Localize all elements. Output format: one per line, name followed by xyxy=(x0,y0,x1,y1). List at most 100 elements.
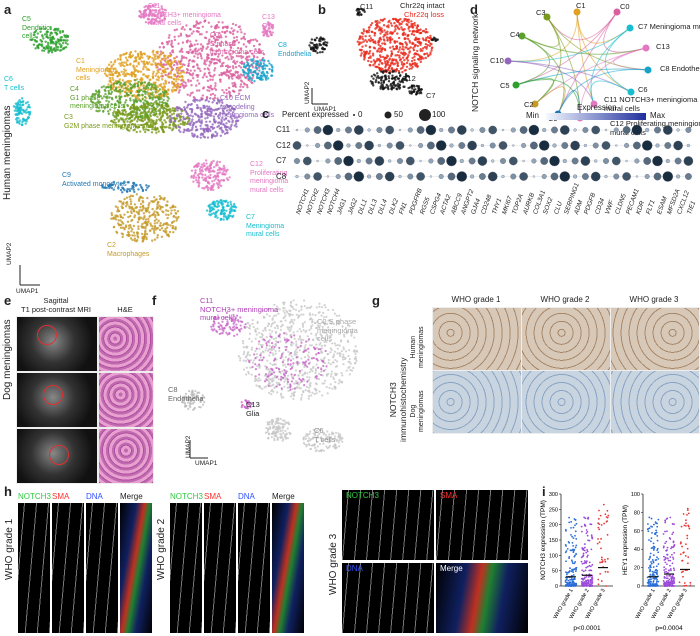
panel-d-node-c4: C4 xyxy=(510,30,520,39)
point xyxy=(655,531,658,534)
point xyxy=(598,509,600,512)
point xyxy=(653,523,655,526)
dot-c11-abcc9 xyxy=(448,126,455,134)
dot-c11-pecam1 xyxy=(622,126,631,134)
dot-c11-serping1 xyxy=(560,125,570,135)
dot-c7-kdr xyxy=(634,158,640,164)
point xyxy=(568,557,571,560)
dot-c7-rgs5 xyxy=(419,159,422,163)
dot-c11-adm xyxy=(573,128,577,132)
dot-c7-col3a1 xyxy=(531,158,537,164)
panel-d-node-c3: C3 xyxy=(536,8,546,17)
point xyxy=(564,528,567,531)
point xyxy=(679,542,682,545)
panel-d-node-c7: C7 Meningioma mural cells xyxy=(638,22,700,31)
dot-c7-clu xyxy=(549,155,560,167)
point xyxy=(669,559,672,562)
dot-c7-pdgfrb xyxy=(406,156,415,166)
h-g3-tile-notch3 xyxy=(342,490,434,560)
dot-c12-top2a xyxy=(512,144,515,147)
point xyxy=(657,557,660,560)
point xyxy=(599,514,602,517)
dot-c12-angpt2 xyxy=(458,142,466,149)
dot-c11-cldn5 xyxy=(613,127,619,133)
dot-c8-adm xyxy=(573,174,578,179)
point xyxy=(688,527,691,530)
point xyxy=(604,560,607,563)
point xyxy=(567,582,570,585)
dot-c7-angpt2 xyxy=(459,158,464,164)
dot-c8-esam xyxy=(653,172,662,181)
ytick-label: 100 xyxy=(631,492,640,498)
point xyxy=(583,523,586,526)
point xyxy=(582,579,584,581)
point xyxy=(600,547,602,550)
panel-d-node-c6: C6 xyxy=(638,85,648,94)
point xyxy=(687,512,690,515)
point xyxy=(671,580,674,583)
panel-f-c8: C8 Endothelia xyxy=(168,385,204,403)
point xyxy=(581,569,584,572)
point xyxy=(574,546,577,549)
point xyxy=(590,536,593,538)
point xyxy=(673,551,676,554)
point xyxy=(671,575,674,578)
point xyxy=(600,524,603,526)
point xyxy=(571,562,574,565)
point xyxy=(686,562,689,565)
dot-c11-sox2 xyxy=(542,127,547,133)
h-grade3-label: WHO grade 3 xyxy=(328,533,339,595)
point xyxy=(570,570,573,573)
point xyxy=(689,584,692,587)
dot-c11-notch1 xyxy=(295,128,299,132)
point xyxy=(665,540,668,543)
dot-c11-top2a xyxy=(510,127,516,133)
h-g3-merge: Merge xyxy=(440,564,463,573)
point xyxy=(564,584,567,586)
panel-d-node-c11: C11 NOTCH3+ meningioma mural cells xyxy=(604,95,698,113)
he-image-1 xyxy=(98,316,154,372)
point xyxy=(575,583,578,586)
dot-c11-cd34 xyxy=(591,125,601,135)
point xyxy=(687,524,690,527)
dot-c7-gja4 xyxy=(468,157,476,165)
point xyxy=(669,538,672,540)
network-node-c4 xyxy=(518,32,526,40)
point xyxy=(652,584,654,587)
point xyxy=(573,548,576,551)
point xyxy=(656,580,658,583)
dot-c11-dll1 xyxy=(354,125,364,135)
dot-c12-abcc9 xyxy=(449,143,454,148)
dot-c12-mki67 xyxy=(498,141,508,150)
point xyxy=(663,569,666,571)
dot-c12-fn1 xyxy=(395,141,405,150)
point xyxy=(649,582,652,585)
point xyxy=(573,518,576,520)
y-axis-label: NOTCH3 expression (TPM) xyxy=(540,500,547,580)
panel-a-cluster-c8: C8 Endothelia xyxy=(278,42,312,58)
point xyxy=(652,549,655,551)
point xyxy=(686,537,689,540)
point xyxy=(602,503,605,506)
point xyxy=(651,570,654,573)
tumor-outline xyxy=(37,325,57,345)
dot-c7-mki67 xyxy=(500,158,506,164)
point xyxy=(671,582,674,585)
point xyxy=(590,548,593,551)
panel-e-label: e xyxy=(4,293,12,308)
point xyxy=(584,576,586,579)
dot-c8-flt1 xyxy=(644,174,650,180)
point xyxy=(572,585,575,587)
dot-c11-thy1 xyxy=(488,125,498,135)
point xyxy=(589,575,591,578)
h-g1-ch_merge: Merge xyxy=(120,492,143,501)
point xyxy=(600,580,603,582)
dot-c12-jag2 xyxy=(346,143,351,148)
point xyxy=(651,559,654,561)
dot-c8-col3a1 xyxy=(532,175,536,178)
panel-c-pct-0: 0 xyxy=(358,110,363,119)
point xyxy=(589,565,592,568)
mri-image-2 xyxy=(16,372,98,428)
he-image-3 xyxy=(98,428,154,484)
point xyxy=(682,575,684,578)
